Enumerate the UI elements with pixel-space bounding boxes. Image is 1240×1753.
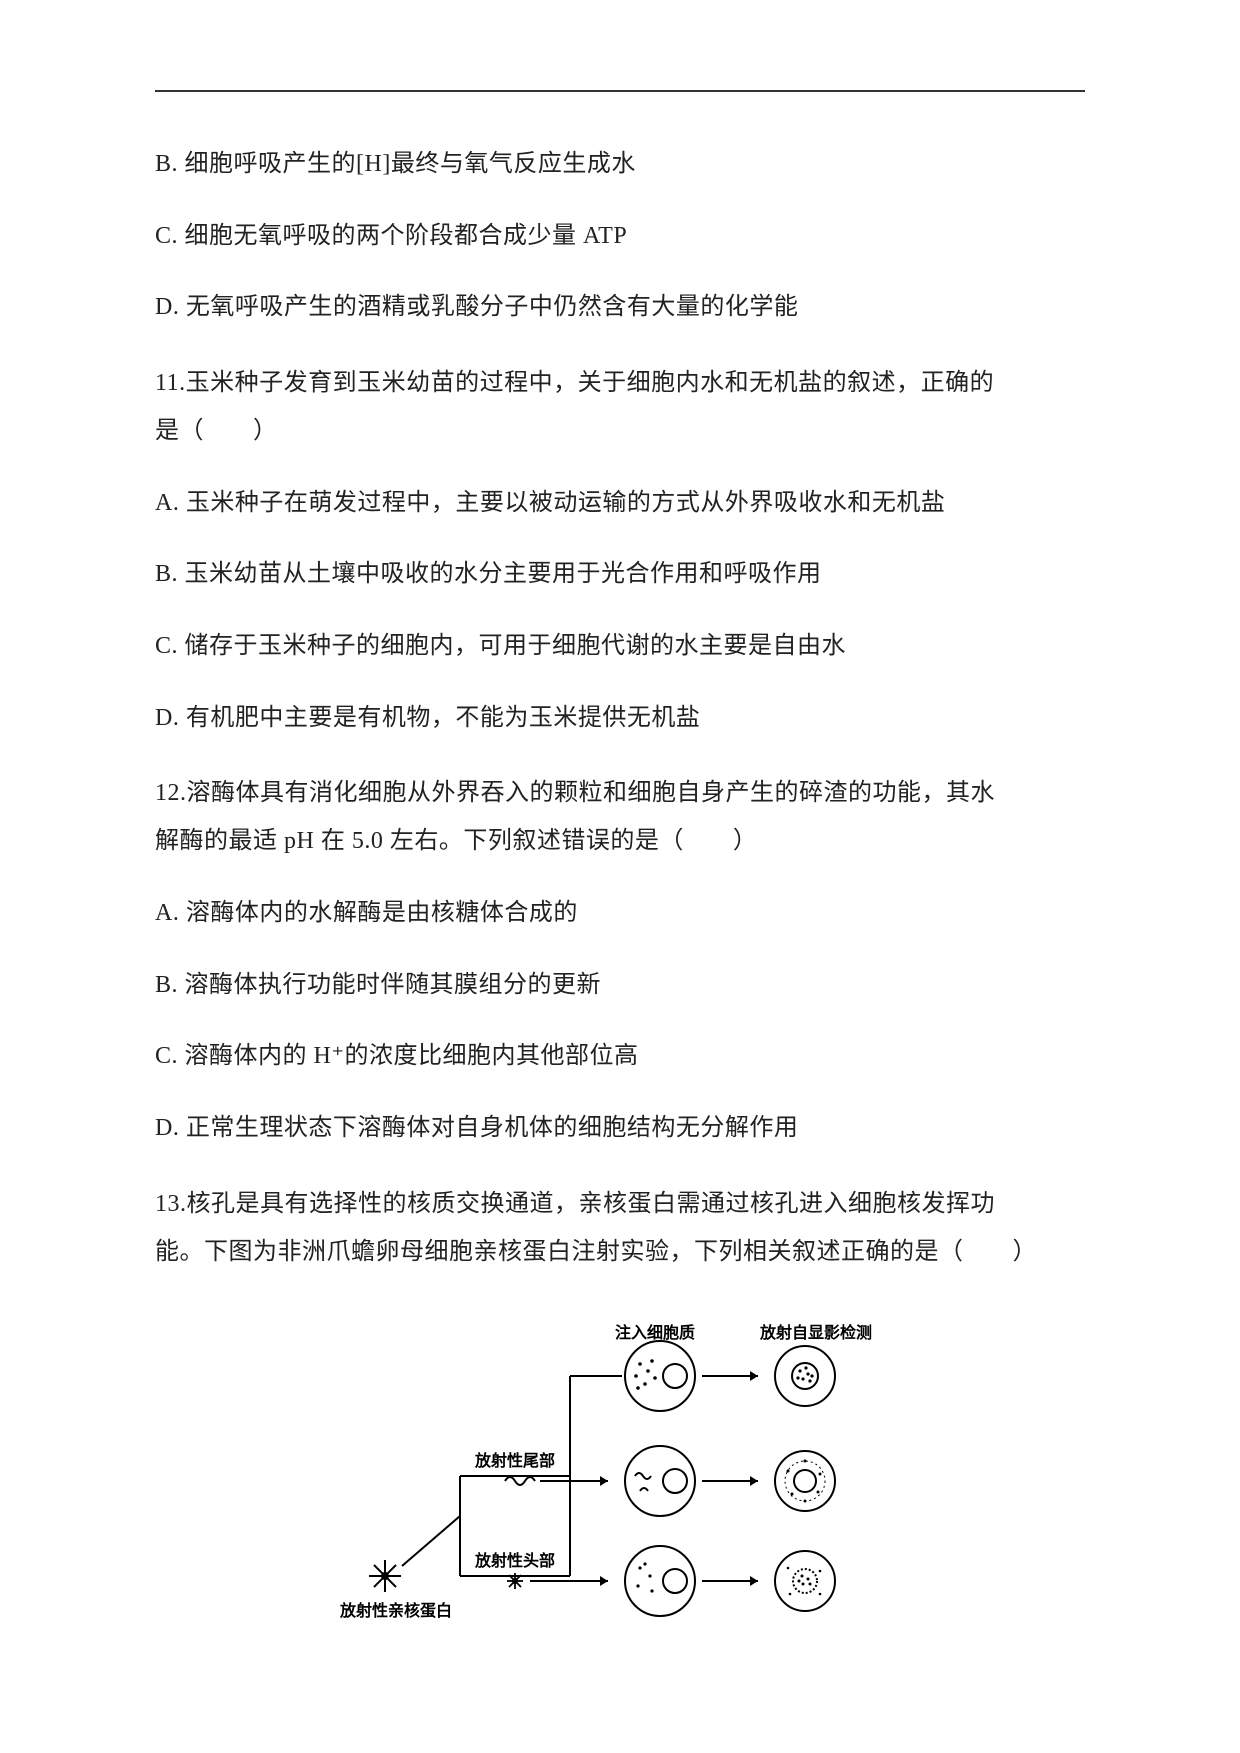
q11-stem-line1: 11.玉米种子发育到玉米幼苗的过程中，关于细胞内水和无机盐的叙述，正确的 bbox=[155, 370, 994, 396]
option-text: D. 有机肥中主要是有机物，不能为玉米提供无机盐 bbox=[155, 696, 1085, 742]
option-text: B. 溶酶体执行功能时伴随其膜组分的更新 bbox=[155, 963, 1085, 1009]
label-head: 放射性头部 bbox=[474, 1551, 555, 1570]
option-text: B. 玉米幼苗从土壤中吸收的水分主要用于光合作用和呼吸作用 bbox=[155, 552, 1085, 598]
q13-stem-line1: 13.核孔是具有选择性的核质交换通道，亲核蛋白需通过核孔进入细胞核发挥功 bbox=[155, 1191, 995, 1217]
label-tail: 放射性尾部 bbox=[474, 1451, 555, 1470]
label-protein: 放射性亲核蛋白 bbox=[340, 1601, 452, 1620]
experiment-diagram: 注入细胞质 放射自显影检测 bbox=[340, 1316, 900, 1646]
q13-stem-line2: 能。下图为非洲爪蟾卵母细胞亲核蛋白注射实验，下列相关叙述正确的是（ ） bbox=[155, 1239, 1037, 1265]
option-text: C. 细胞无氧呼吸的两个阶段都合成少量 ATP bbox=[155, 214, 1085, 260]
page: B. 细胞呼吸产生的[H]最终与氧气反应生成水 C. 细胞无氧呼吸的两个阶段都合… bbox=[0, 0, 1240, 1753]
q12-stem-line1: 12.溶酶体具有消化细胞从外界吞入的颗粒和细胞自身产生的碎渣的功能，其水 bbox=[155, 780, 995, 806]
option-text: A. 玉米种子在萌发过程中，主要以被动运输的方式从外界吸收水和无机盐 bbox=[155, 481, 1085, 527]
top-rule bbox=[155, 90, 1085, 92]
label-detect: 放射自显影检测 bbox=[759, 1323, 872, 1342]
q11-stem: 11.玉米种子发育到玉米幼苗的过程中，关于细胞内水和无机盐的叙述，正确的 是（ … bbox=[155, 359, 1085, 455]
q13-stem: 13.核孔是具有选择性的核质交换通道，亲核蛋白需通过核孔进入细胞核发挥功 能。下… bbox=[155, 1180, 1085, 1276]
option-text: D. 正常生理状态下溶酶体对自身机体的细胞结构无分解作用 bbox=[155, 1106, 1085, 1152]
option-text: B. 细胞呼吸产生的[H]最终与氧气反应生成水 bbox=[155, 142, 1085, 188]
q11-stem-line2: 是（ ） bbox=[155, 418, 278, 444]
row-whole bbox=[625, 1341, 835, 1411]
q13-figure: 注入细胞质 放射自显影检测 bbox=[155, 1316, 1085, 1646]
option-text: A. 溶酶体内的水解酶是由核糖体合成的 bbox=[155, 891, 1085, 937]
protein-star bbox=[369, 1560, 401, 1592]
label-inject: 注入细胞质 bbox=[615, 1323, 695, 1342]
option-text: C. 储存于玉米种子的细胞内，可用于细胞代谢的水主要是自由水 bbox=[155, 624, 1085, 670]
option-text: D. 无氧呼吸产生的酒精或乳酸分子中仍然含有大量的化学能 bbox=[155, 285, 1085, 331]
option-text: C. 溶酶体内的 H⁺的浓度比细胞内其他部位高 bbox=[155, 1034, 1085, 1080]
q12-stem-line2: 解酶的最适 pH 在 5.0 左右。下列叙述错误的是（ ） bbox=[155, 828, 757, 854]
q12-stem: 12.溶酶体具有消化细胞从外界吞入的颗粒和细胞自身产生的碎渣的功能，其水 解酶的… bbox=[155, 769, 1085, 865]
